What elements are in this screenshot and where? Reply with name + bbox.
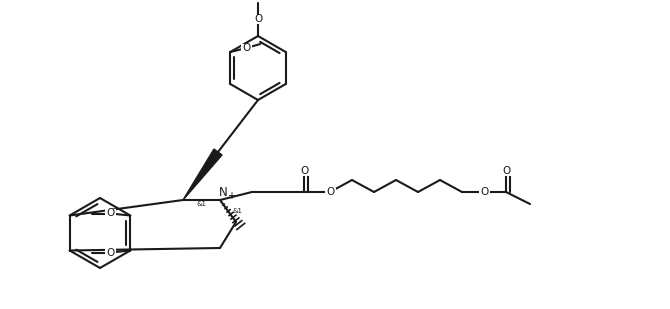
Bar (299, 167, 310, 176)
Text: O: O (106, 248, 115, 257)
Text: +: + (227, 191, 235, 201)
Text: O: O (106, 209, 115, 218)
Text: O: O (480, 187, 488, 197)
Polygon shape (183, 149, 222, 200)
Text: O: O (502, 166, 510, 176)
Bar (500, 167, 511, 176)
Bar (324, 188, 336, 197)
Bar (478, 188, 490, 197)
Bar (253, 15, 263, 23)
Text: O: O (254, 14, 262, 24)
Text: O: O (300, 166, 308, 176)
Text: &1: &1 (196, 201, 206, 207)
Bar (105, 248, 116, 257)
Text: &1: &1 (232, 208, 242, 214)
Text: O: O (326, 187, 334, 197)
Text: O: O (242, 43, 251, 53)
Bar (241, 44, 252, 53)
Text: N: N (218, 187, 227, 200)
Bar (105, 209, 116, 218)
